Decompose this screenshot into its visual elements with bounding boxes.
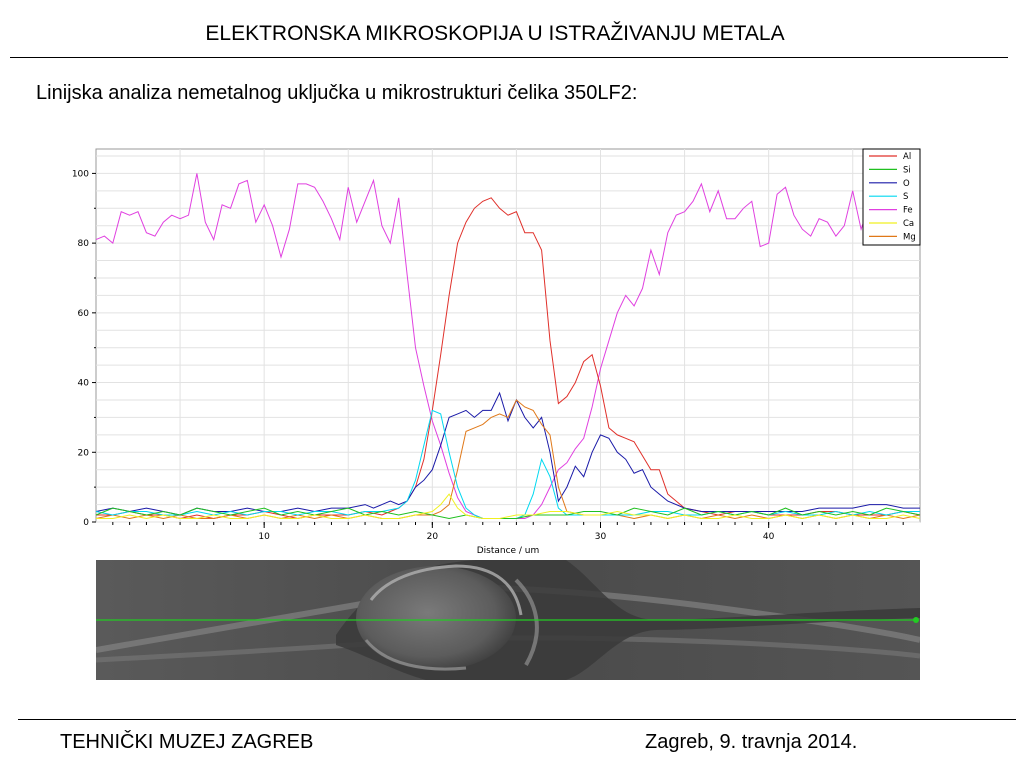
series-line-o [95, 391, 920, 516]
chart-series [95, 173, 921, 520]
x-tick-label: 10 [258, 532, 270, 542]
legend-label-al: Al [903, 152, 911, 162]
x-tick-label: 20 [427, 532, 439, 542]
chart-legend: Al Si OS Fe Ca Mg [862, 148, 921, 246]
legend-label-s: S [903, 192, 908, 202]
chart-plot-area [95, 148, 921, 523]
x-tick-label: 30 [595, 532, 607, 542]
footer-rule [18, 719, 1016, 720]
slide-subtitle: Linijska analiza nemetalnog uključka u m… [36, 82, 638, 104]
y-tick-label: 80 [78, 239, 90, 249]
y-tick-label: 60 [78, 309, 90, 319]
sem-micrograph [96, 560, 920, 680]
legend-label-si: Si [903, 165, 911, 175]
y-tick-label: 40 [78, 379, 90, 389]
line-scan-chart: 0 20 40 60 80 100 10 20 30 40 Distance / um Al Si O… [72, 148, 921, 554]
legend-label-fe: Fe [903, 206, 913, 216]
chart-grid [96, 149, 920, 523]
x-axis-label: Distance / um [477, 546, 540, 554]
x-tick-label: 40 [763, 532, 775, 542]
legend-label-o: O [903, 179, 910, 189]
legend-box [862, 148, 921, 246]
y-tick-label: 0 [83, 518, 89, 528]
legend-label-ca: Ca [903, 219, 914, 229]
slide-header-title: ELEKTRONSKA MIKROSKOPIJA U ISTRAŽIVANJU … [205, 22, 785, 45]
y-tick-label: 20 [78, 448, 90, 458]
series-line-si [95, 507, 921, 520]
footer-date: Zagreb, 9. travnja 2014. [645, 731, 858, 753]
header-rule [10, 57, 1008, 58]
footer-museum-name: TEHNIČKI MUZEJ ZAGREB [60, 731, 314, 753]
legend-label-mg: Mg [903, 232, 916, 242]
chart-axes: 0 20 40 60 80 100 10 20 30 40 [72, 169, 904, 542]
series-line-ca [96, 493, 921, 520]
y-tick-label: 100 [72, 169, 89, 179]
